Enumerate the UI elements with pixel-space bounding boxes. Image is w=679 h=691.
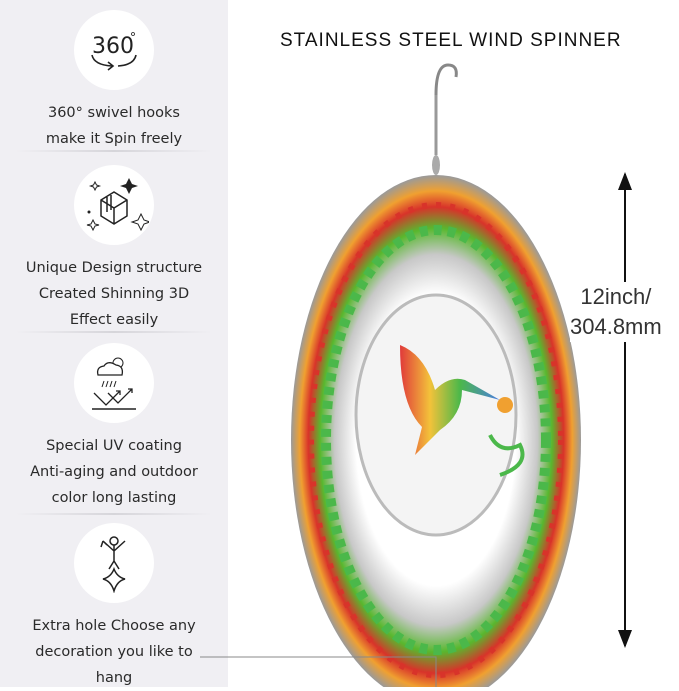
feature-text: Anti-aging and outdoor — [30, 464, 198, 480]
3d-cube-sparkle-icon — [74, 165, 154, 245]
hook — [434, 63, 458, 96]
wind-spinner-image — [200, 63, 581, 687]
hanging-decoration-icon — [74, 523, 154, 603]
hummingbird — [400, 345, 525, 477]
feature-text: 360° swivel hooks — [47, 105, 180, 121]
divider — [16, 331, 212, 333]
feature-text: hang — [95, 670, 133, 686]
feature-swivel: 360 360° swivel hooks make it Spin freely — [0, 10, 228, 152]
svg-text:360: 360 — [92, 34, 134, 59]
feature-uv: Special UV coating Anti-aging and outdoor… — [0, 343, 228, 511]
feature-text: Extra hole Choose any — [32, 618, 196, 634]
feature-text: Created Shinning 3D — [38, 286, 190, 302]
feature-text: Unique Design structure — [25, 260, 203, 276]
uv-weather-icon — [74, 343, 154, 423]
divider — [16, 513, 212, 515]
feature-text: color long lasting — [51, 490, 177, 506]
feature-text: Special UV coating — [46, 438, 182, 454]
dimension-label: 12inch/304.8mm — [570, 282, 662, 342]
feature-text: decoration you like to — [35, 644, 193, 660]
product-title: STAINLESS STEEL WIND SPINNER — [280, 30, 622, 51]
feature-text: Effect easily — [69, 312, 159, 328]
divider — [16, 150, 212, 152]
height-arrow — [618, 172, 632, 648]
rotate-360-icon: 360 — [74, 10, 154, 90]
features-panel: 360 360° swivel hooks make it Spin freely… — [0, 0, 228, 687]
feature-text: make it Spin freely — [45, 131, 183, 147]
feature-hole: Extra hole Choose any decoration you like… — [0, 523, 228, 691]
feature-3d: Unique Design structure Created Shinning … — [0, 165, 228, 333]
